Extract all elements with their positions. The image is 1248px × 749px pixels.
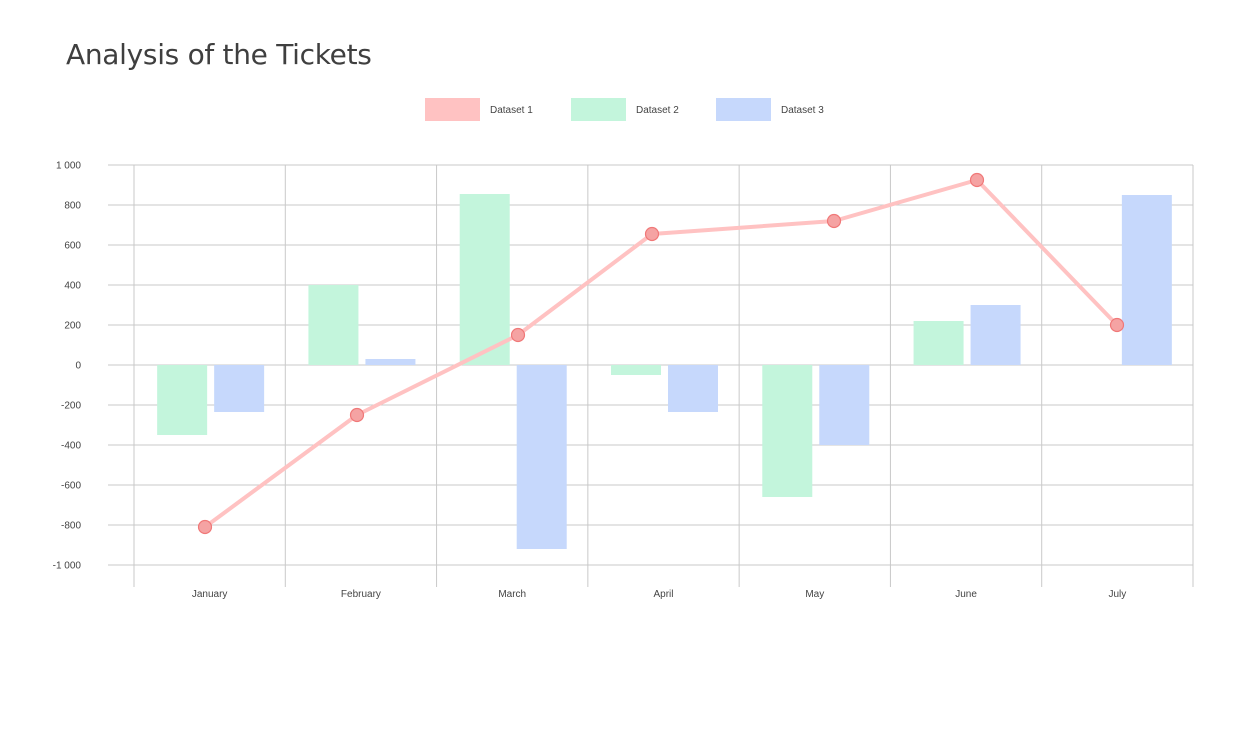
x-tick-label: February: [341, 589, 381, 600]
legend-swatch: [571, 98, 626, 121]
bar-dataset-3: [819, 365, 870, 445]
y-tick-label: 0: [75, 361, 81, 372]
bar-dataset-2: [762, 365, 813, 497]
y-tick-label: -400: [61, 441, 81, 452]
bar-dataset-3: [668, 365, 718, 412]
line-point: [826, 213, 842, 229]
line-point: [510, 327, 526, 343]
y-tick-label: 200: [64, 321, 81, 332]
bar-dataset-3: [365, 359, 416, 365]
bar-dataset-2: [459, 194, 510, 365]
legend-swatch: [716, 98, 771, 121]
line-series: [197, 172, 1125, 535]
bar-dataset-3: [1121, 195, 1172, 365]
bar-dataset-2: [611, 365, 661, 375]
y-tick-label: -200: [61, 401, 81, 412]
x-tick-label: March: [498, 589, 526, 600]
line-point: [349, 407, 365, 423]
line-point: [644, 226, 660, 242]
x-tick-label: January: [192, 589, 228, 600]
bars: [157, 194, 1172, 549]
y-tick-label: 800: [64, 201, 81, 212]
x-tick-label: June: [955, 589, 977, 600]
bar-dataset-2: [913, 321, 964, 365]
x-tick-label: July: [1108, 589, 1126, 600]
y-tick-label: -1 000: [53, 561, 82, 572]
y-tick-label: 600: [64, 241, 81, 252]
x-tick-label: May: [805, 589, 824, 600]
chart-title: Analysis of the Tickets: [66, 38, 372, 71]
grid: [108, 164, 1194, 587]
bar-dataset-3: [214, 365, 265, 412]
line-point: [197, 519, 213, 535]
line-point: [969, 172, 985, 188]
x-tick-label: April: [653, 589, 673, 600]
legend-label: Dataset 3: [781, 105, 824, 116]
y-tick-label: -600: [61, 481, 81, 492]
y-tick-label: 400: [64, 281, 81, 292]
bar-dataset-3: [970, 305, 1021, 365]
y-tick-label: 1 000: [56, 161, 81, 172]
legend-label: Dataset 2: [636, 105, 679, 116]
bar-dataset-2: [308, 285, 359, 365]
legend: Dataset 1 Dataset 2 Dataset 3: [425, 98, 824, 121]
y-tick-label: -800: [61, 521, 81, 532]
x-axis-labels: January February March April May June July: [192, 589, 1126, 600]
bar-dataset-2: [157, 365, 208, 435]
legend-label: Dataset 1: [490, 105, 533, 116]
bar-dataset-3: [516, 365, 567, 549]
y-axis-labels: 1 000 800 600 400 200 0 -200 -400 -600 -800 -1 000: [53, 161, 82, 572]
line-point: [1109, 317, 1125, 333]
legend-swatch: [425, 98, 480, 121]
